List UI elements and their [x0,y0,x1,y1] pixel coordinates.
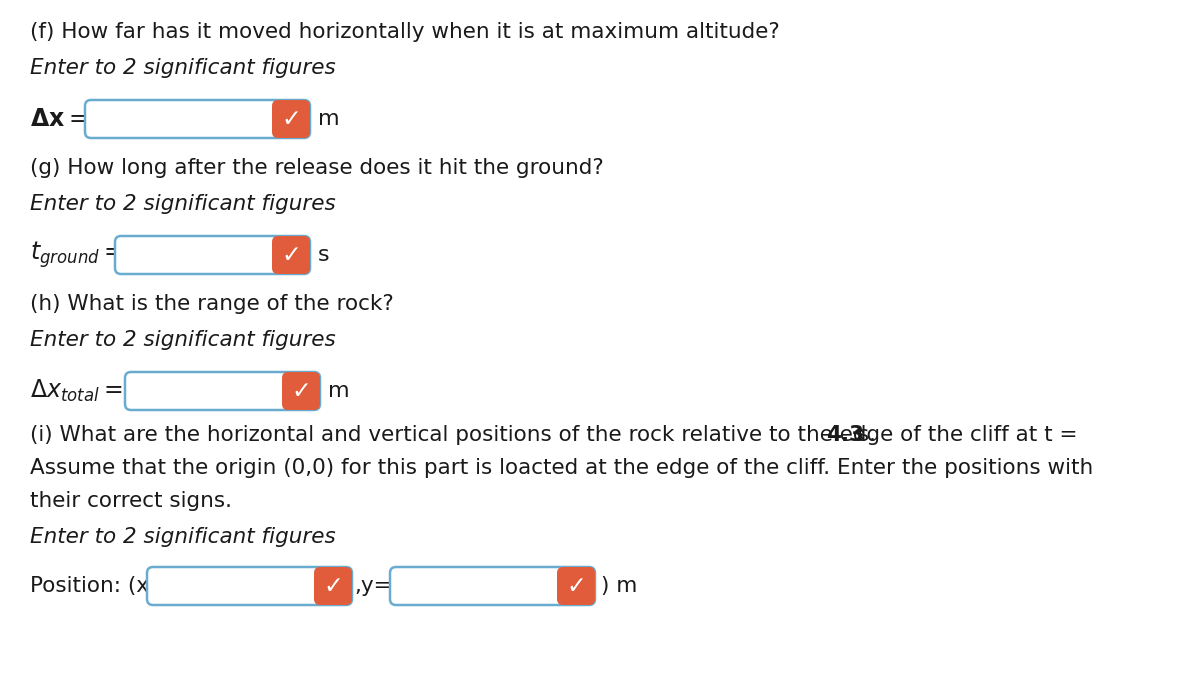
FancyBboxPatch shape [272,100,310,138]
Text: (g) How long after the release does it hit the ground?: (g) How long after the release does it h… [30,158,604,178]
Text: ✓: ✓ [281,243,301,267]
Text: m: m [318,109,340,129]
Text: ) m: ) m [601,576,637,596]
Text: Enter to 2 significant figures: Enter to 2 significant figures [30,527,336,547]
Text: $t_{ground}=$: $t_{ground}=$ [30,240,122,270]
Text: Enter to 2 significant figures: Enter to 2 significant figures [30,330,336,350]
FancyBboxPatch shape [148,567,352,605]
Text: ✓: ✓ [292,379,311,403]
FancyBboxPatch shape [282,372,320,410]
FancyBboxPatch shape [390,567,595,605]
Text: Enter to 2 significant figures: Enter to 2 significant figures [30,194,336,214]
Text: $\Delta x_{total}=$: $\Delta x_{total}=$ [30,378,122,404]
Text: (h) What is the range of the rock?: (h) What is the range of the rock? [30,294,394,314]
Text: s.: s. [851,425,876,445]
FancyBboxPatch shape [314,567,352,605]
Text: (f) How far has it moved horizontally when it is at maximum altitude?: (f) How far has it moved horizontally wh… [30,22,780,42]
FancyBboxPatch shape [125,372,320,410]
Text: ,y=: ,y= [354,576,391,596]
Text: ✓: ✓ [323,574,343,598]
Text: $\mathbf{\Delta x}=$: $\mathbf{\Delta x}=$ [30,107,88,131]
FancyBboxPatch shape [115,236,310,274]
FancyBboxPatch shape [557,567,595,605]
Text: their correct signs.: their correct signs. [30,491,232,511]
Text: s: s [318,245,330,265]
FancyBboxPatch shape [272,236,310,274]
FancyBboxPatch shape [85,100,310,138]
Text: Enter to 2 significant figures: Enter to 2 significant figures [30,58,336,78]
Text: m: m [328,381,349,401]
Text: ✓: ✓ [281,107,301,131]
Text: Assume that the origin (0,0) for this part is loacted at the edge of the cliff. : Assume that the origin (0,0) for this pa… [30,458,1093,478]
Text: (i) What are the horizontal and vertical positions of the rock relative to the e: (i) What are the horizontal and vertical… [30,425,1085,445]
Text: Position: (x=: Position: (x= [30,576,167,596]
Text: 4.3: 4.3 [826,425,864,445]
Text: ✓: ✓ [566,574,586,598]
